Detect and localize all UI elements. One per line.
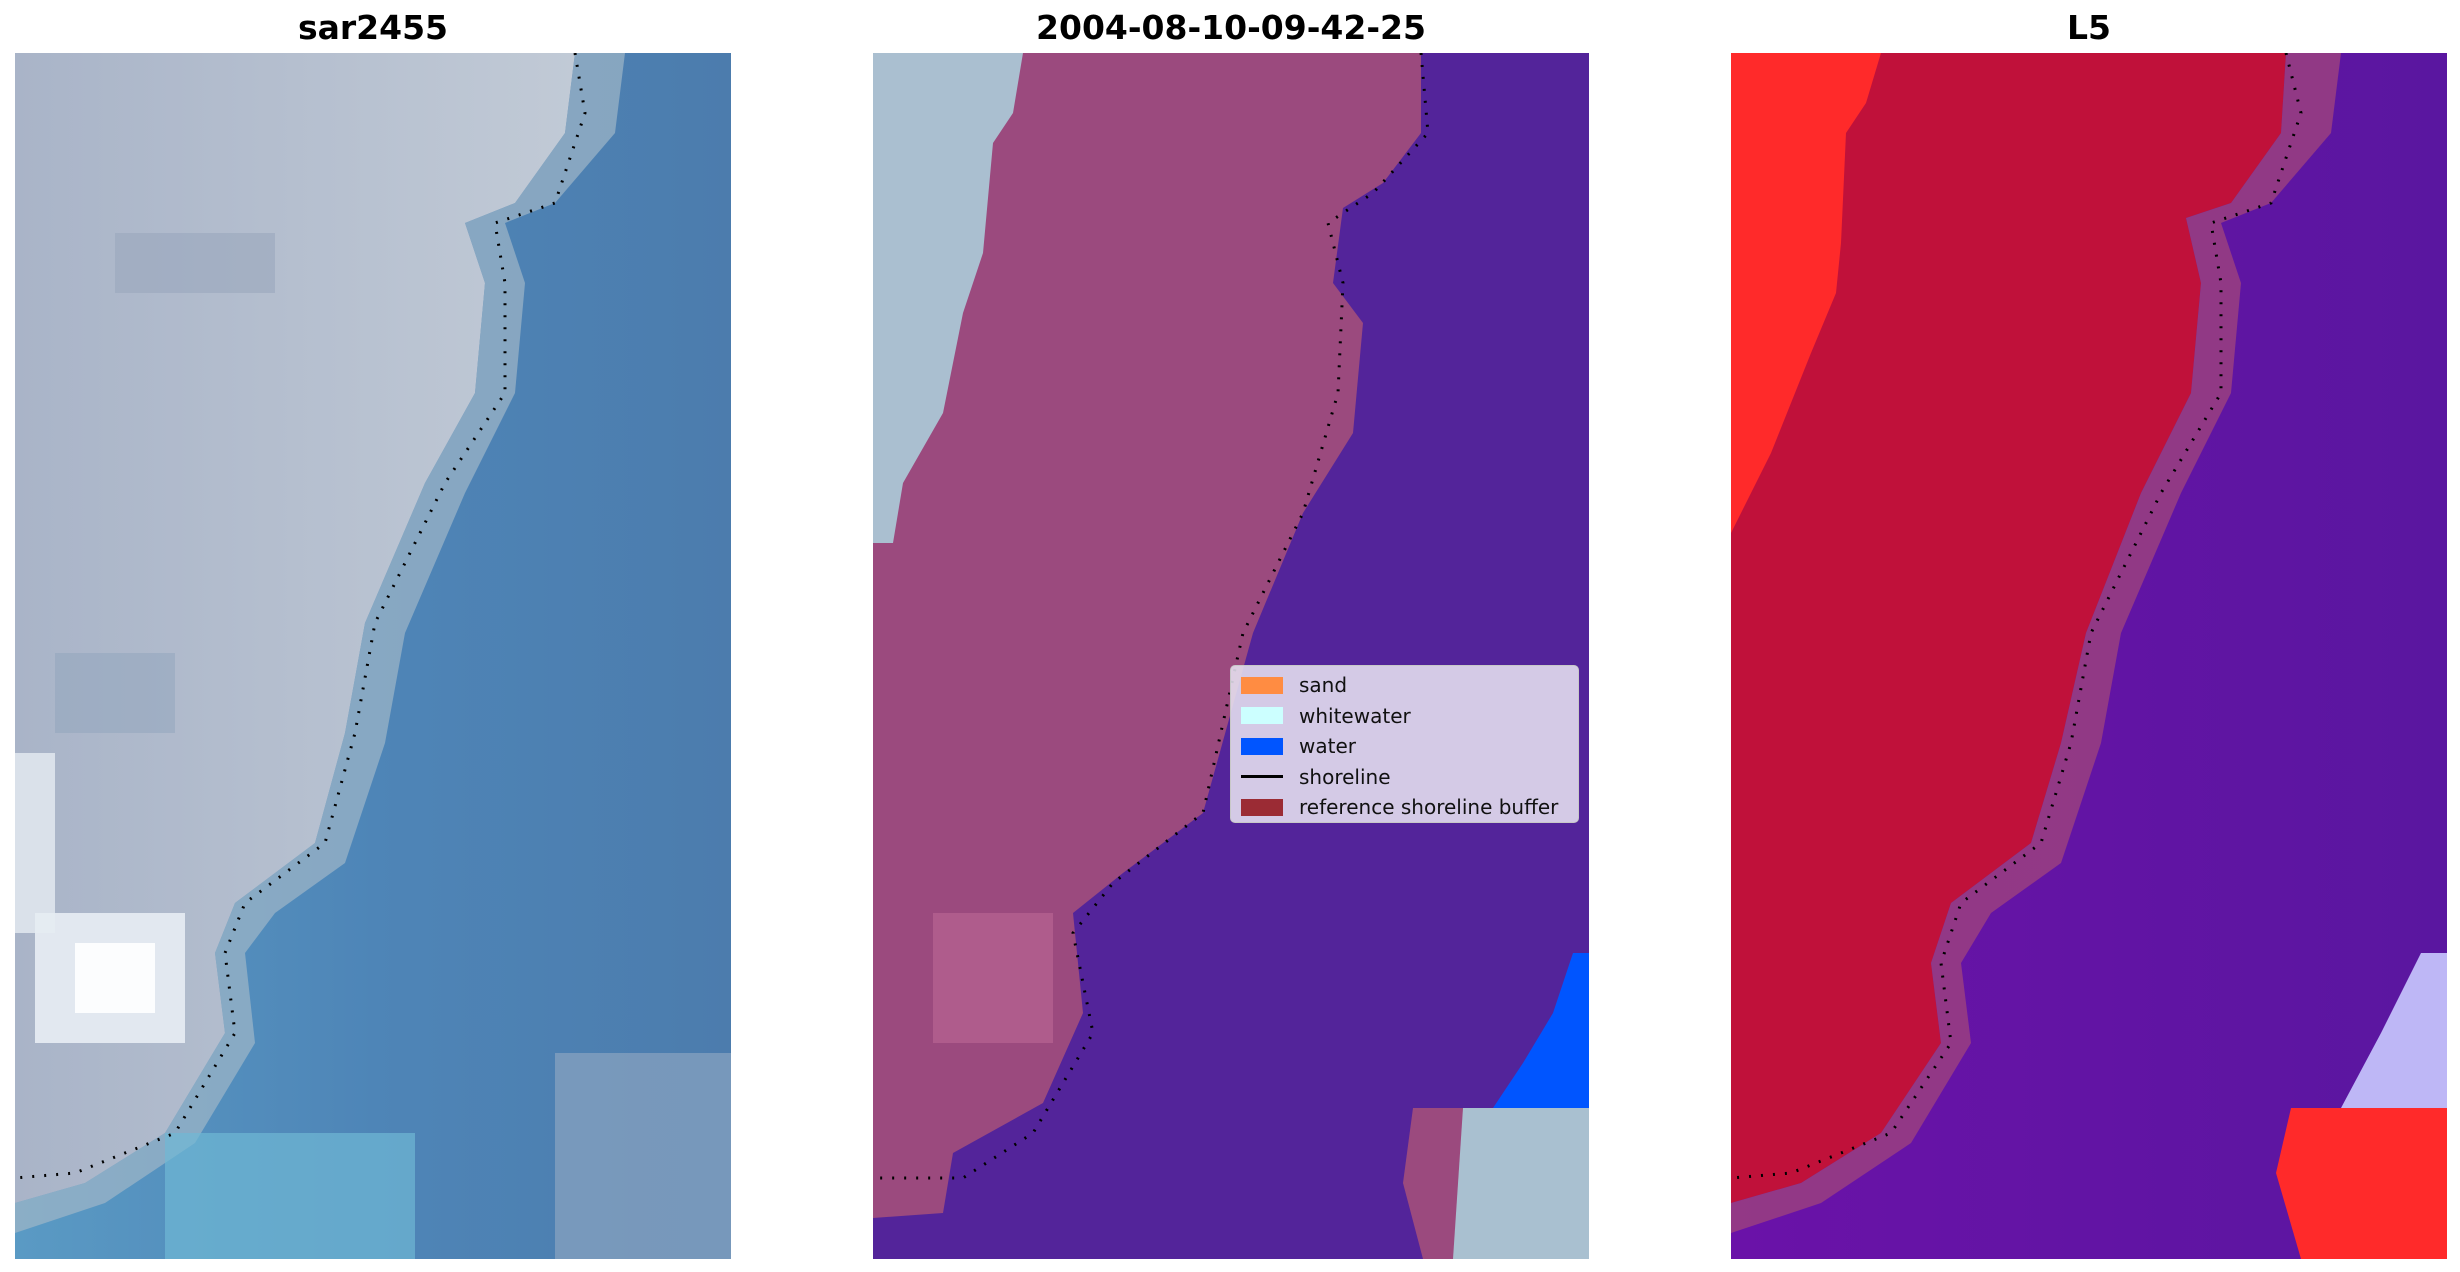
legend-label: sand: [1299, 673, 1348, 698]
legend-label: shoreline: [1299, 764, 1391, 789]
sand-swatch-icon: [1241, 676, 1283, 694]
transition-band: [1731, 53, 2341, 1233]
legend-item-sand: sand: [1241, 670, 1568, 701]
panel-title-probability: L5: [2067, 8, 2111, 47]
legend: sand whitewater water shoreline referenc…: [1230, 665, 1579, 823]
classified-image: [873, 53, 1589, 1259]
legend-label: water: [1299, 734, 1356, 759]
satellite-rgb-image: [15, 53, 731, 1259]
whitewater-class-region: [873, 53, 1023, 543]
low-probability-patch: [2341, 953, 2447, 1108]
legend-item-water: water: [1241, 731, 1568, 762]
water-swatch-icon: [1241, 737, 1283, 755]
legend-item-shoreline: shoreline: [1241, 762, 1568, 793]
buffer-swatch-icon: [1241, 798, 1283, 816]
sand-patch: [933, 913, 1053, 1043]
probability-map: [1731, 53, 2447, 1259]
land-patch: [555, 1053, 731, 1259]
water-edge-region: [1493, 953, 1589, 1108]
high-probability-region: [1731, 53, 1881, 533]
whitewater-swatch-icon: [1241, 707, 1283, 725]
land-patch: [15, 753, 55, 933]
legend-label: reference shoreline buffer: [1299, 795, 1559, 820]
land-probability-region: [1731, 53, 2286, 1203]
panel-title-classified: 2004-08-10-09-42-25: [1036, 8, 1426, 47]
legend-label: whitewater: [1299, 703, 1411, 728]
land-patch: [55, 653, 175, 733]
sand-patch: [1403, 1108, 1463, 1259]
shoreline-line-icon: [1241, 768, 1283, 785]
panel-title-rgb: sar2455: [297, 8, 449, 47]
legend-item-whitewater: whitewater: [1241, 701, 1568, 732]
shore-transition: [15, 53, 625, 1233]
land-patch: [115, 233, 275, 293]
high-probability-region: [2276, 1108, 2447, 1259]
legend-item-reference-buffer: reference shoreline buffer: [1241, 792, 1568, 823]
shoreline-dotted: [873, 53, 1430, 1180]
bright-patch-core: [75, 943, 155, 1013]
shallow-water-patch: [165, 1133, 415, 1259]
